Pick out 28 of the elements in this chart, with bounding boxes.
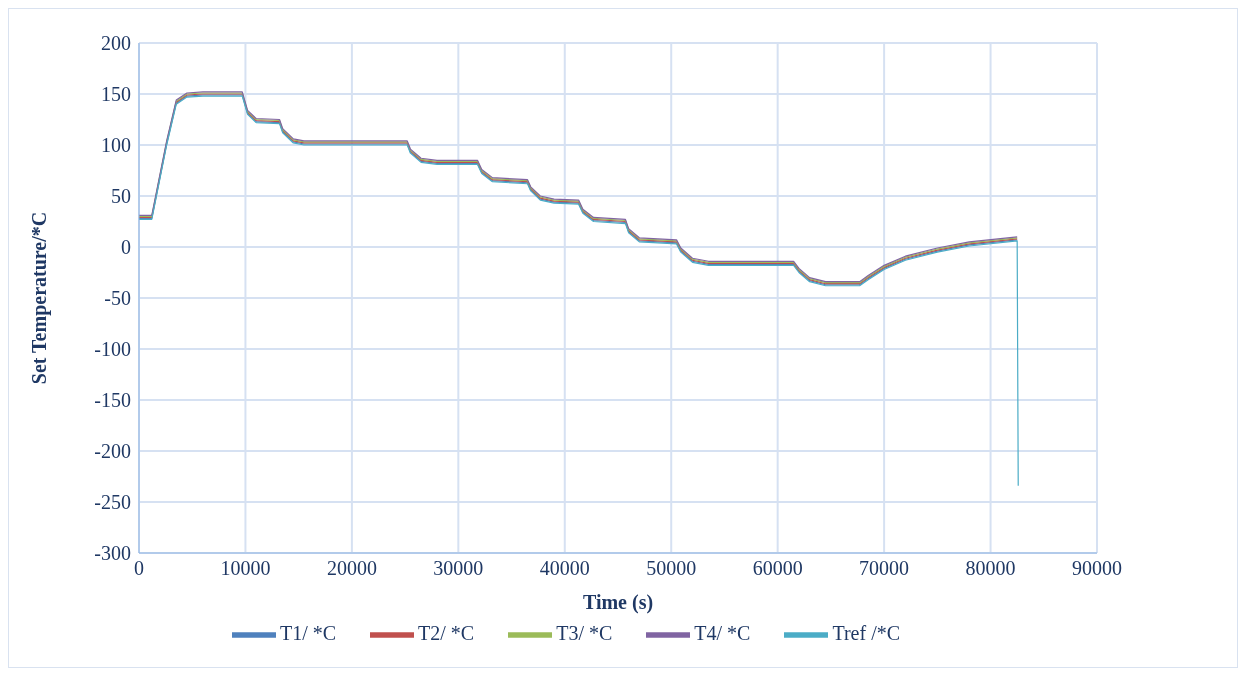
y-tick-label: 150 (101, 83, 131, 106)
x-tick-label: 50000 (646, 557, 697, 580)
x-axis-title: Time (s) (582, 591, 654, 614)
y-tick-label: -100 (94, 338, 131, 361)
x-tick-label: 80000 (965, 557, 1016, 580)
y-tick-label: 50 (111, 185, 131, 208)
y-tick-label: 0 (121, 236, 131, 259)
x-tick-label: 40000 (539, 557, 590, 580)
line-series (139, 95, 1019, 487)
x-tick-label: 90000 (1072, 557, 1122, 580)
x-tick-label: 20000 (326, 557, 377, 580)
y-tick-label: 200 (101, 32, 131, 55)
y-axis-title: Set Temperature/*C (28, 211, 52, 385)
x-tick-label: 10000 (220, 557, 271, 580)
y-tick-label: -50 (104, 287, 131, 310)
legend-label: T1/ *C (279, 621, 337, 644)
x-tick-label: 70000 (859, 557, 910, 580)
legend-label: T4/ *C (694, 621, 751, 644)
legend-label: Tref /*C (832, 621, 901, 644)
y-tick-label: -300 (94, 542, 131, 565)
x-tick-label: 60000 (752, 557, 803, 580)
y-tick-label: -250 (94, 491, 131, 514)
y-tick-label: -150 (94, 389, 131, 412)
y-tick-label: -200 (94, 440, 131, 463)
y-tick-label: 100 (101, 134, 131, 157)
legend-label: T2/ *C (418, 621, 475, 644)
x-tick-label: 30000 (433, 557, 484, 580)
legend-label: T3/ *C (556, 621, 613, 644)
